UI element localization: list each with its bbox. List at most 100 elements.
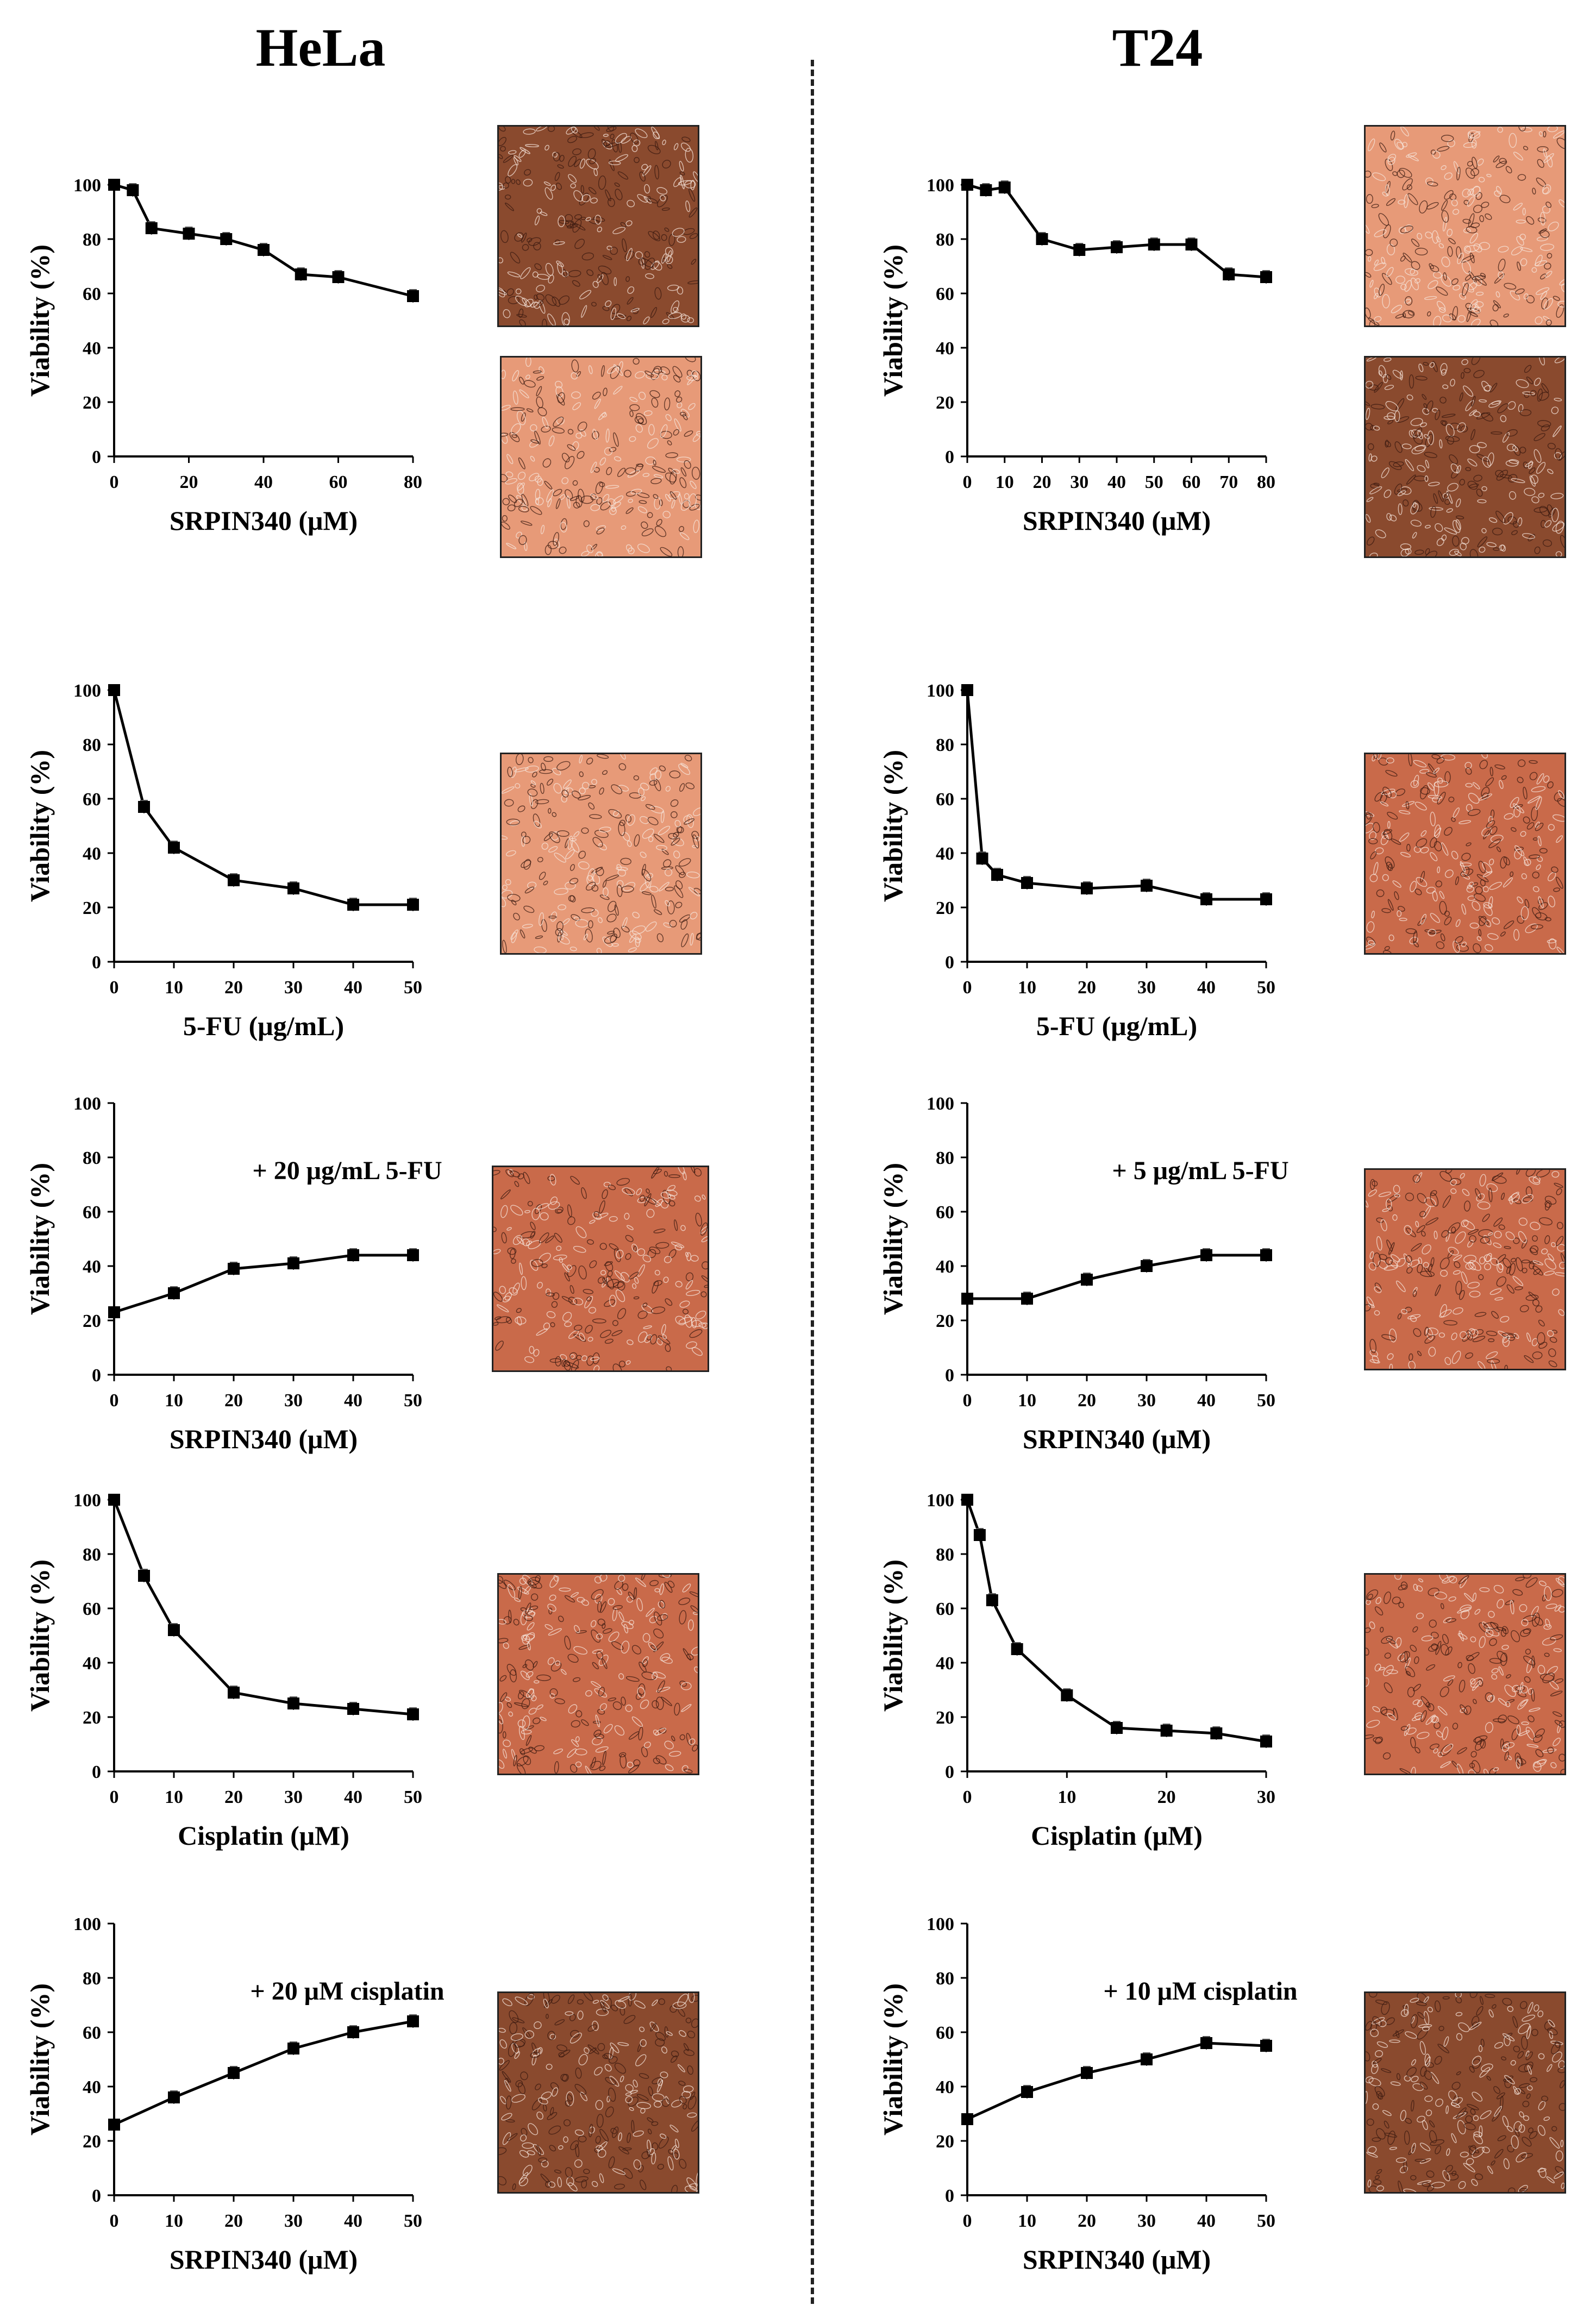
cell (1452, 520, 1461, 533)
cell (603, 134, 609, 137)
cell (1559, 1262, 1564, 1269)
cell (616, 867, 628, 871)
x-axis-title: SRPIN340 (μM) (170, 1424, 358, 1454)
cell (533, 813, 541, 828)
cell (1436, 236, 1441, 243)
cell (1457, 1633, 1468, 1640)
cell (576, 371, 581, 377)
cell (582, 781, 590, 790)
cell (1450, 1179, 1457, 1186)
cell (592, 2000, 599, 2004)
cell (534, 820, 542, 829)
cell (669, 2005, 677, 2013)
chart-t24-3: 0 20 40 60 80 100 0 10 20 30 40 50 SRPIN340 (μM) Viab… (864, 1081, 1289, 1473)
cell (1514, 845, 1525, 856)
cell (518, 1586, 522, 1600)
cell (687, 317, 694, 323)
cell (1489, 767, 1493, 776)
cell (1451, 817, 1456, 822)
cell (1459, 1290, 1465, 1300)
cell (1423, 362, 1429, 366)
cell (1518, 2023, 1531, 2034)
cell (1465, 782, 1473, 788)
cell (1424, 524, 1431, 529)
cell (1477, 499, 1487, 504)
cell (1555, 1577, 1564, 1587)
cell (1426, 2185, 1435, 2192)
cell (612, 227, 626, 234)
cell (639, 2073, 649, 2079)
y-tick-label: 20 (83, 898, 101, 918)
cell (1374, 1286, 1382, 1293)
cell (683, 1171, 687, 1181)
cell (591, 302, 597, 307)
cell (1451, 1761, 1459, 1768)
data-point (1260, 2040, 1272, 2052)
cell (1543, 148, 1547, 158)
cell (625, 2084, 634, 2092)
cell (603, 1997, 612, 2012)
cell (536, 127, 548, 131)
cell (578, 861, 590, 870)
cell (527, 1642, 531, 1651)
cell (589, 1219, 596, 1224)
cell (1468, 1769, 1476, 1774)
y-tick-label: 60 (83, 1202, 101, 1223)
cell (1385, 770, 1398, 777)
cell (1530, 390, 1537, 397)
cell (630, 488, 642, 494)
cell (693, 888, 700, 894)
cell (499, 183, 503, 191)
cell (1424, 1197, 1436, 1207)
cell (1420, 830, 1427, 837)
cell (519, 1262, 523, 1275)
cell (1494, 2106, 1503, 2117)
cell (1537, 217, 1547, 223)
cell (1456, 422, 1466, 433)
cell (672, 366, 683, 378)
cell (1437, 146, 1450, 152)
cell (1465, 400, 1474, 411)
cell (561, 795, 567, 803)
cell (1478, 177, 1485, 183)
cell (668, 1174, 681, 1178)
cell (550, 1662, 562, 1672)
cell (1492, 2004, 1497, 2009)
cell (1373, 262, 1387, 271)
cell (1518, 1217, 1528, 1226)
x-tick-label: 30 (1137, 1390, 1156, 1411)
cell (515, 754, 524, 766)
cell (522, 1664, 528, 1668)
micrograph-texture (499, 1575, 698, 1774)
cell (1529, 772, 1538, 780)
cell (1526, 2093, 1531, 2099)
x-axis-title: SRPIN340 (μM) (170, 2244, 358, 2275)
cell (1482, 2146, 1490, 2153)
cell (686, 1289, 700, 1296)
cell (1388, 1242, 1395, 1255)
cell (1441, 274, 1452, 287)
cell (684, 755, 692, 762)
cell (1520, 1699, 1529, 1707)
cell (668, 1249, 677, 1258)
cell (569, 496, 580, 501)
cell (666, 250, 672, 262)
cell (514, 767, 529, 773)
cell (1378, 2020, 1387, 2027)
cell (1405, 1192, 1414, 1201)
cell (639, 171, 646, 182)
cell (1517, 2051, 1524, 2059)
x-tick-label: 20 (224, 2211, 243, 2231)
cell (625, 276, 630, 282)
cell (634, 834, 640, 847)
cell (1532, 1260, 1544, 1266)
cell (1469, 233, 1479, 244)
cell (1523, 461, 1529, 468)
cell (1469, 299, 1478, 311)
cell (1435, 2099, 1443, 2107)
cell (1499, 195, 1511, 203)
cell (1469, 1235, 1476, 1243)
cell (588, 187, 597, 195)
cell (1433, 316, 1442, 325)
cell (1460, 1704, 1468, 1714)
